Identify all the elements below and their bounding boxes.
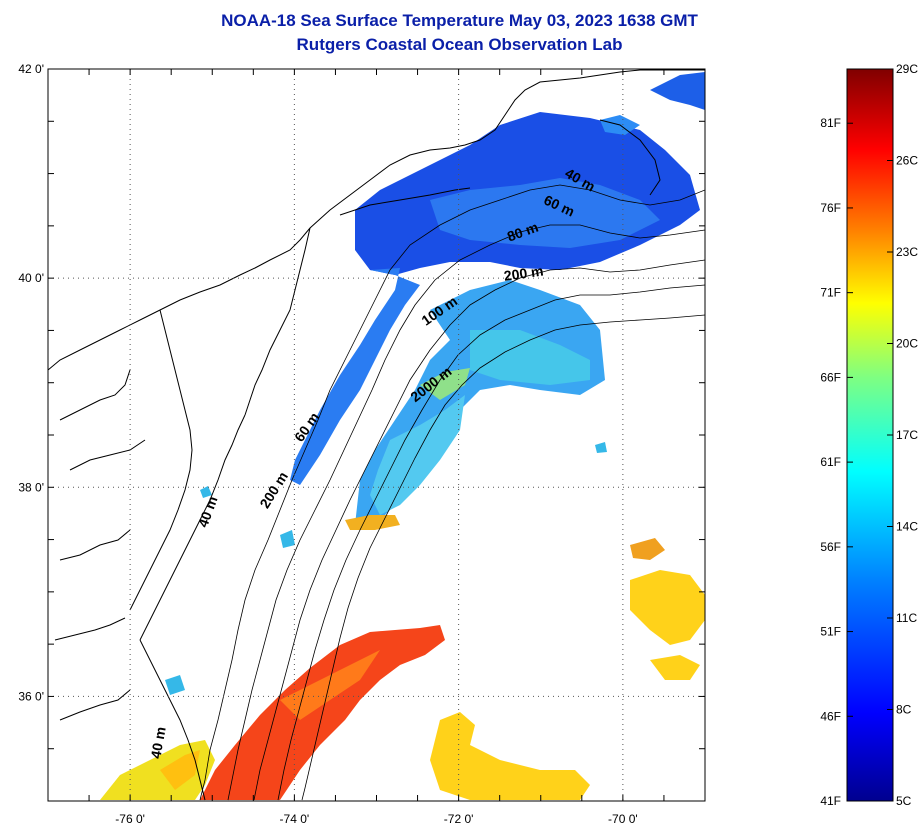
colorbar-celsius-label: 17C	[896, 428, 918, 442]
colorbar-fahrenheit-label: 51F	[820, 625, 841, 639]
colorbar-celsius-label: 11C	[896, 611, 917, 625]
y-tick-label: 42 0'	[18, 62, 44, 76]
colorbar-fahrenheit-label: 81F	[820, 116, 841, 130]
graticule	[48, 68, 705, 801]
x-tick-label: -70 0'	[608, 812, 638, 826]
sst-patch-north-b	[430, 178, 660, 248]
isobath-layer	[199, 184, 705, 801]
sst-patch-sw2	[160, 750, 200, 790]
colorbar-fahrenheit-label: 66F	[820, 370, 841, 384]
y-tick-label: 36 0'	[18, 689, 44, 703]
sst-patch-ne	[650, 72, 705, 110]
isobath-label: 40 m	[195, 494, 221, 529]
axis-ticks: -76 0' -74 0' -72 0' -70 0' 42 0' 40 0' 38 0' 3…	[18, 62, 706, 826]
y-tick-label: 40 0'	[18, 271, 44, 285]
isobath-label: 200 m	[256, 469, 291, 511]
isobath-60m	[227, 224, 705, 801]
colorbar-fahrenheit-label: 41F	[820, 794, 841, 808]
coastline-longisland	[339, 187, 471, 216]
colorbar-celsius-label: 29C	[896, 62, 918, 76]
sst-patch-gulfstream2	[280, 650, 380, 720]
isobath-40m	[199, 184, 705, 801]
coastline-inland3	[59, 529, 131, 561]
colorbar-celsius-label: 20C	[896, 337, 918, 351]
colorbar-labels: 29C 26C 23C 20C 17C 14C 11C 8C 5C 81F 76F 71F 66F 61F…	[820, 62, 918, 808]
coastline-main	[48, 69, 705, 371]
sst-patch-edge	[345, 515, 400, 530]
coastline-nc	[139, 639, 206, 801]
colorbar-celsius-label: 8C	[896, 703, 912, 717]
coastline-layer	[48, 69, 705, 801]
coastline-inland2	[69, 439, 146, 471]
sst-patch-s1	[165, 675, 185, 695]
coastline-inland5	[59, 689, 131, 721]
colorbar-fahrenheit-label: 71F	[820, 286, 841, 300]
sst-patch-s4	[595, 442, 607, 453]
sst-patch-cyan	[370, 395, 465, 515]
sst-patch-se3	[630, 538, 665, 560]
sst-patch-se2	[630, 570, 705, 645]
map-subtitle: Rutgers Coastal Ocean Observation Lab	[296, 35, 623, 54]
coastline-nj	[244, 227, 311, 416]
colorbar-fahrenheit-label: 56F	[820, 540, 841, 554]
coastline-delmarva	[139, 414, 246, 641]
coastline-capecod	[599, 119, 661, 196]
isobath-label: 200 m	[503, 263, 545, 284]
sst-data-layer	[100, 72, 705, 800]
coastline-inland1	[59, 369, 131, 421]
isobath-2000m	[301, 314, 705, 801]
sst-patch-s3	[280, 530, 295, 548]
isobath-100m	[253, 259, 705, 801]
coastline-inland4	[54, 617, 126, 641]
x-tick-label: -72 0'	[444, 812, 474, 826]
y-tick-label: 38 0'	[18, 480, 44, 494]
sst-patch-se4	[650, 655, 700, 680]
colorbar-fahrenheit-label: 46F	[820, 709, 841, 723]
isobath-200m	[277, 284, 705, 801]
colorbar	[846, 68, 894, 802]
sst-patch-shelf	[290, 268, 420, 485]
x-tick-label: -76 0'	[115, 812, 145, 826]
map-title: NOAA-18 Sea Surface Temperature May 03, …	[221, 11, 698, 30]
colorbar-celsius-label: 23C	[896, 245, 918, 259]
sst-patch-se1	[430, 712, 590, 800]
isobath-label: 40 m	[147, 726, 168, 760]
colorbar-celsius-label: 5C	[896, 794, 912, 808]
colorbar-celsius-label: 26C	[896, 154, 918, 168]
colorbar-fahrenheit-label: 76F	[820, 201, 841, 215]
x-tick-label: -74 0'	[280, 812, 310, 826]
sst-patch-s2	[200, 486, 212, 498]
colorbar-fahrenheit-label: 61F	[820, 455, 841, 469]
coastline-chesapeake	[129, 309, 193, 611]
colorbar-celsius-label: 14C	[896, 520, 918, 534]
sst-patch-slope2	[470, 330, 590, 385]
